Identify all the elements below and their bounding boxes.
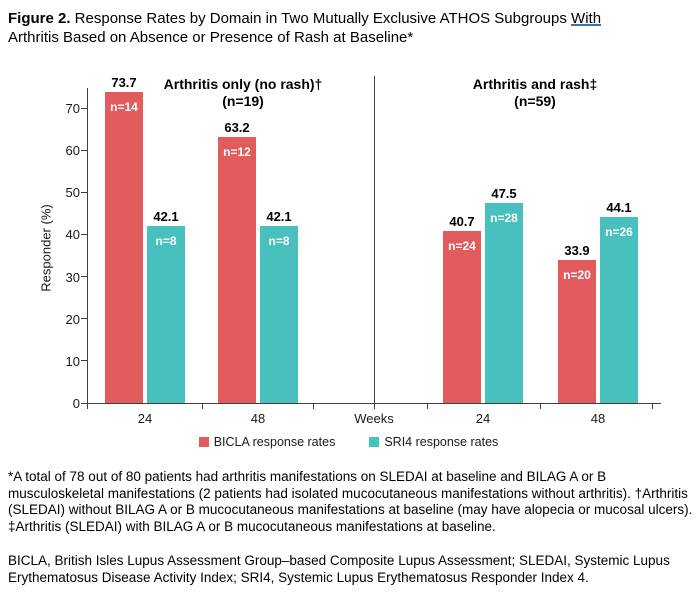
ytick-label-20: 20 [65, 311, 80, 327]
bar-value-label: 44.1 [606, 200, 632, 216]
xtick-mark-0 [87, 404, 88, 409]
bar-n-label: n=12 [223, 144, 251, 159]
ytick-mark-40 [81, 233, 87, 235]
panel1-title: Arthritis only (no rash)† (n=19) [164, 76, 323, 110]
figure-number-label: Figure 2. [8, 10, 71, 27]
ytick-label-60: 60 [65, 143, 80, 159]
sri4-swatch-icon [369, 437, 380, 447]
xtick-label-panel2-week24: 24 [475, 411, 491, 426]
ytick-label-0: 0 [72, 396, 80, 411]
bar-n-label: n=14 [110, 100, 138, 115]
ytick-mark-20 [81, 318, 87, 320]
xtick-label-panel2-week48: 48 [590, 411, 606, 426]
legend: BICLA response rates SRI4 response rates [0, 435, 697, 449]
y-axis-line [87, 88, 88, 404]
figure-title: Figure 2. Response Rates by Domain in Tw… [8, 9, 688, 47]
bar-n-label: n=28 [490, 210, 518, 225]
bar-n-label: n=20 [563, 268, 591, 283]
xtick-label-panel1-week24: 24 [137, 411, 153, 426]
bar-value-label: 63.2 [224, 119, 250, 135]
ytick-label-30: 30 [65, 269, 80, 285]
legend-label-sri4: SRI4 response rates [384, 435, 499, 449]
ytick-label-50: 50 [65, 185, 80, 201]
ytick-mark-0 [81, 402, 87, 404]
figure-title-underlined-word: With [571, 10, 602, 27]
bar-bicla-week24-panel2: n=24 [443, 231, 481, 403]
figure-title-text: Response Rates by Domain in Two Mutually… [70, 10, 572, 27]
bar-sri4-week48-panel2: n=26 [600, 217, 638, 403]
bar-sri4-week24-panel2: n=28 [485, 202, 523, 403]
bar-value-label: 42.1 [266, 208, 292, 224]
panel2-title-text: Arthritis and rash‡ [472, 76, 598, 92]
panel1-subtitle: (n=19) [222, 93, 264, 109]
bar-value-label: 33.9 [564, 243, 590, 259]
panel2-title: Arthritis and rash‡ (n=59) [473, 76, 597, 110]
bar-bicla-week48-panel1: n=12 [218, 136, 256, 403]
ytick-mark-70 [81, 107, 87, 109]
xtick-mark-1 [202, 404, 203, 409]
bar-n-label: n=26 [605, 225, 633, 240]
legend-item-bicla: BICLA response rates [198, 435, 336, 449]
xtick-mark-5 [652, 404, 653, 409]
bar-n-label: n=8 [155, 233, 177, 248]
bicla-swatch-icon [198, 437, 209, 447]
bar-value-label: 73.7 [111, 75, 137, 91]
figure-title-line2: Arthritis Based on Absence or Presence o… [8, 29, 414, 46]
bar-bicla-week48-panel2: n=20 [558, 260, 596, 403]
ytick-mark-50 [81, 191, 87, 193]
bar-sri4-week24-panel1: n=8 [147, 225, 185, 403]
bar-value-label: 42.1 [153, 208, 179, 224]
ytick-label-10: 10 [65, 353, 80, 369]
abbreviations-text: BICLA, British Isles Lupus Assessment Gr… [8, 553, 670, 585]
ytick-label-70: 70 [65, 101, 80, 116]
ytick-mark-10 [81, 360, 87, 362]
legend-item-sri4: SRI4 response rates [369, 435, 498, 449]
panel1-title-text: Arthritis only (no rash)† [163, 76, 323, 92]
bar-sri4-week48-panel1: n=8 [260, 225, 298, 403]
xtick-mark-3 [427, 404, 428, 409]
xtick-mark-4 [540, 404, 541, 409]
legend-label-bicla: BICLA response rates [213, 435, 336, 449]
ytick-mark-60 [81, 149, 87, 151]
x-axis-title: Weeks [354, 411, 394, 426]
bar-n-label: n=24 [448, 239, 476, 254]
bar-value-label: 40.7 [449, 214, 475, 230]
bar-value-label: 47.5 [491, 185, 517, 201]
xtick-mark-2 [313, 404, 314, 409]
bar-bicla-week24-panel1: n=14 [105, 92, 143, 403]
ytick-mark-30 [81, 276, 87, 278]
panel2-subtitle: (n=59) [514, 93, 556, 109]
bar-n-label: n=8 [268, 233, 290, 248]
footnote-text: *A total of 78 out of 80 patients had ar… [8, 469, 693, 534]
xtick-label-panel1-week48: 48 [250, 411, 266, 426]
panel-divider-line [374, 76, 375, 409]
ytick-label-40: 40 [65, 227, 80, 243]
